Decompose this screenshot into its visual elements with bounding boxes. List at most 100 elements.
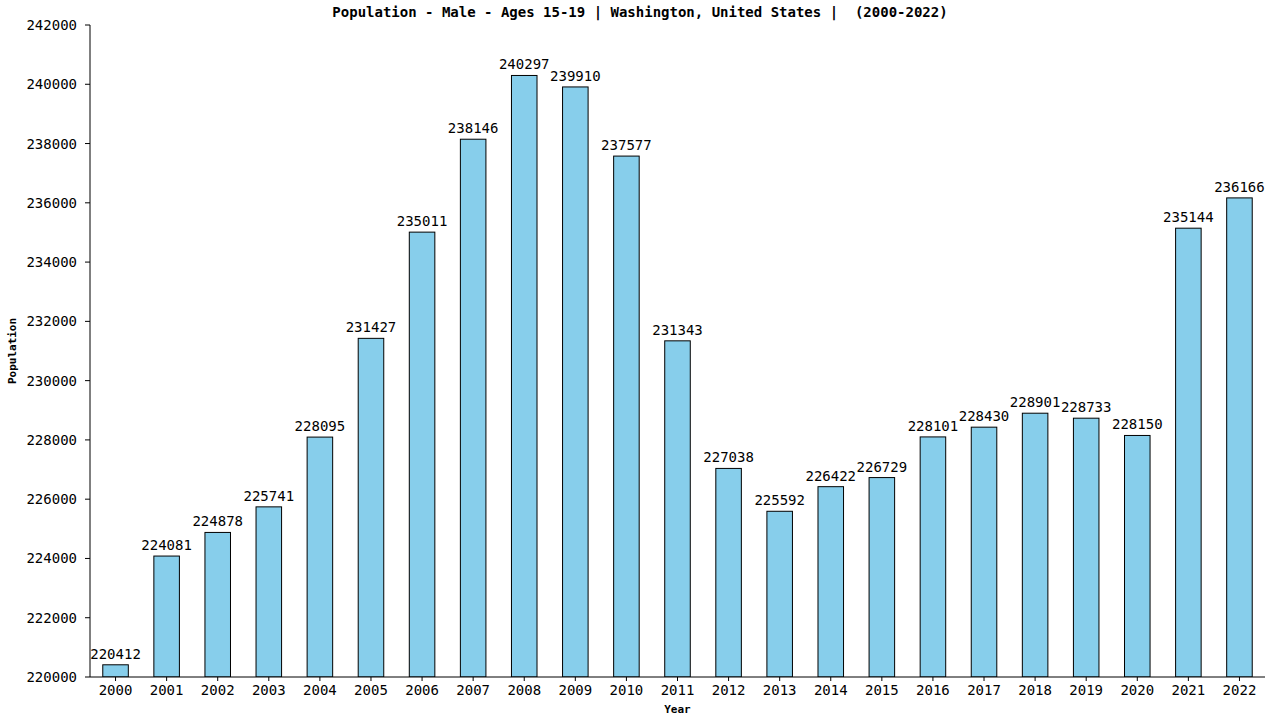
data-label: 228095 xyxy=(295,418,346,434)
bar xyxy=(971,427,997,677)
x-tick-label: 2008 xyxy=(507,682,541,698)
bar xyxy=(154,556,180,677)
x-tick-label: 2015 xyxy=(865,682,899,698)
x-tick-label: 2014 xyxy=(814,682,848,698)
x-tick-label: 2005 xyxy=(354,682,388,698)
bar xyxy=(1073,418,1099,677)
x-tick xyxy=(779,677,780,681)
bar xyxy=(563,87,589,677)
bars xyxy=(103,75,1252,677)
bar xyxy=(1227,198,1253,677)
y-tick xyxy=(85,558,90,559)
data-label: 235144 xyxy=(1163,209,1214,225)
x-tick-label: 2003 xyxy=(252,682,286,698)
bar xyxy=(716,468,742,677)
bar xyxy=(665,341,691,677)
data-label: 231343 xyxy=(652,322,703,338)
bar xyxy=(869,478,895,677)
x-tick-label: 2000 xyxy=(99,682,133,698)
y-tick xyxy=(85,262,90,263)
bar xyxy=(1125,435,1151,677)
y-axis-label: Population xyxy=(6,318,19,384)
x-tick xyxy=(524,677,525,681)
x-tick xyxy=(932,677,933,681)
data-label: 238146 xyxy=(448,120,499,136)
y-tick xyxy=(85,380,90,381)
bar xyxy=(767,511,793,677)
data-label: 228430 xyxy=(959,408,1010,424)
title: Population - Male - Ages 15-19 | Washing… xyxy=(332,4,947,21)
data-label: 225592 xyxy=(754,492,805,508)
bar xyxy=(1022,413,1048,677)
bar xyxy=(511,75,537,677)
bar xyxy=(205,532,231,677)
x-tick xyxy=(1035,677,1036,681)
x-tick xyxy=(1137,677,1138,681)
bar xyxy=(818,487,844,677)
x-tick-label: 2018 xyxy=(1018,682,1052,698)
data-label: 228101 xyxy=(908,418,959,434)
y-tick-label: 230000 xyxy=(26,373,77,389)
x-tick xyxy=(626,677,627,681)
y-tick xyxy=(85,202,90,203)
x-tick xyxy=(984,677,985,681)
x-tick xyxy=(728,677,729,681)
data-label: 239910 xyxy=(550,68,601,84)
bar xyxy=(460,139,486,677)
bar xyxy=(307,437,333,677)
y-tick xyxy=(85,499,90,500)
bar xyxy=(409,232,435,677)
y-tick-label: 240000 xyxy=(26,76,77,92)
data-label: 231427 xyxy=(346,319,397,335)
x-tick-label: 2013 xyxy=(763,682,797,698)
y-tick xyxy=(85,25,90,26)
y-tick-label: 226000 xyxy=(26,491,77,507)
y-tick xyxy=(85,677,90,678)
x-tick-label: 2016 xyxy=(916,682,950,698)
x-tick xyxy=(370,677,371,681)
x-tick-label: 2020 xyxy=(1120,682,1154,698)
x-tick xyxy=(881,677,882,681)
data-label: 226422 xyxy=(805,468,856,484)
bar xyxy=(358,338,384,677)
x-tick xyxy=(422,677,423,681)
x-tick-label: 2021 xyxy=(1172,682,1206,698)
x-tick-label: 2010 xyxy=(610,682,644,698)
data-label: 224081 xyxy=(141,537,192,553)
x-axis-label: Year xyxy=(664,703,691,716)
x-tick-label: 2019 xyxy=(1069,682,1103,698)
data-label: 236166 xyxy=(1214,179,1265,195)
x-tick xyxy=(1086,677,1087,681)
data-label: 225741 xyxy=(244,488,295,504)
data-label: 228901 xyxy=(1010,394,1061,410)
chart: Population - Male - Ages 15-19 | Washing… xyxy=(0,0,1280,720)
x-tick-label: 2001 xyxy=(150,682,184,698)
y-tick xyxy=(85,321,90,322)
data-label: 228150 xyxy=(1112,416,1163,432)
x-tick-label: 2006 xyxy=(405,682,439,698)
x-tick-label: 2022 xyxy=(1223,682,1257,698)
data-label: 220412 xyxy=(90,646,141,662)
x-tick xyxy=(1239,677,1240,681)
bar xyxy=(1176,228,1202,677)
x-tick-label: 2009 xyxy=(558,682,592,698)
x-tick xyxy=(830,677,831,681)
y-tick xyxy=(85,617,90,618)
y-tick-label: 232000 xyxy=(26,313,77,329)
x-tick-label: 2002 xyxy=(201,682,235,698)
bar xyxy=(920,437,946,677)
data-label: 228733 xyxy=(1061,399,1112,415)
x-tick-label: 2007 xyxy=(456,682,490,698)
bar xyxy=(614,156,640,677)
y-tick-label: 236000 xyxy=(26,195,77,211)
bar xyxy=(103,665,129,677)
y-tick-label: 242000 xyxy=(26,17,77,33)
y-axis xyxy=(90,25,91,677)
y-tick xyxy=(85,439,90,440)
x-tick xyxy=(166,677,167,681)
data-label: 227038 xyxy=(703,449,754,465)
x-tick-label: 2011 xyxy=(661,682,695,698)
x-tick xyxy=(575,677,576,681)
y-tick-label: 222000 xyxy=(26,610,77,626)
data-label: 226729 xyxy=(857,459,908,475)
